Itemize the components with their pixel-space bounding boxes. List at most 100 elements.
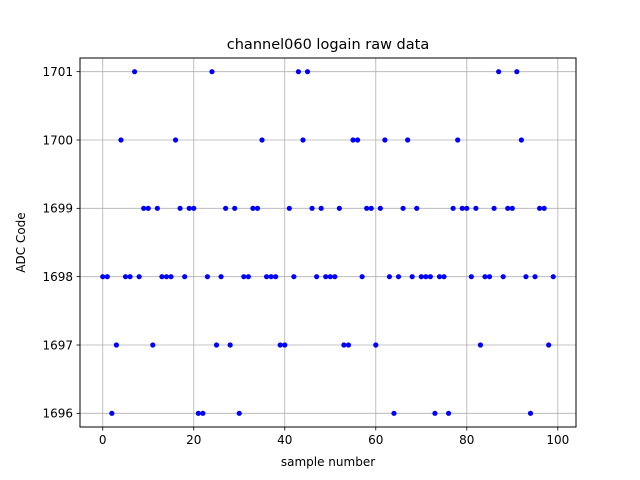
data-point	[104, 274, 110, 280]
data-point	[282, 342, 288, 348]
data-point	[482, 274, 488, 280]
y-tick-label: 1698	[42, 270, 73, 284]
data-points	[100, 69, 556, 416]
data-point	[364, 205, 370, 211]
x-axis-label: sample number	[281, 455, 375, 469]
y-tick-label: 1699	[42, 202, 73, 216]
data-point	[136, 274, 142, 280]
data-point	[100, 274, 106, 280]
plot-frame	[79, 57, 577, 428]
data-point	[464, 205, 470, 211]
data-point	[245, 274, 251, 280]
data-point	[341, 342, 347, 348]
data-point	[541, 205, 547, 211]
data-point	[250, 205, 256, 211]
data-point	[213, 342, 220, 348]
data-point	[314, 274, 320, 280]
data-point	[109, 410, 115, 416]
data-point	[277, 342, 283, 348]
data-point	[373, 342, 379, 348]
data-point	[350, 137, 356, 143]
data-point	[368, 205, 374, 211]
y-tick-label: 1696	[42, 407, 73, 421]
x-tick-label: 0	[99, 433, 107, 447]
data-point	[186, 205, 192, 211]
data-point	[345, 342, 352, 348]
data-point	[259, 137, 265, 143]
data-point	[204, 274, 211, 280]
data-point	[227, 342, 233, 348]
data-point	[118, 137, 124, 143]
data-point	[295, 69, 302, 75]
data-point	[418, 274, 424, 280]
data-point	[441, 274, 447, 280]
data-point	[177, 205, 183, 211]
data-point	[509, 205, 515, 211]
data-point	[450, 205, 456, 211]
data-point	[468, 274, 474, 280]
data-point	[473, 205, 479, 211]
data-point	[327, 274, 333, 280]
data-point	[300, 137, 306, 143]
x-tick-label: 80	[459, 433, 474, 447]
data-point	[377, 205, 383, 211]
data-point	[241, 274, 247, 280]
y-tick-label: 1701	[42, 65, 73, 79]
data-point	[291, 274, 297, 280]
data-point	[191, 205, 197, 211]
data-point	[254, 205, 261, 211]
data-point	[386, 274, 393, 280]
data-point	[427, 274, 433, 280]
y-axis-label: ADC Code	[14, 212, 28, 272]
y-tick-label: 1697	[42, 338, 73, 352]
data-point	[318, 205, 324, 211]
data-point	[496, 69, 502, 75]
data-point	[209, 69, 215, 75]
data-point	[459, 205, 465, 211]
data-point	[132, 69, 138, 75]
data-point	[232, 205, 238, 211]
data-point	[273, 274, 279, 280]
data-point	[423, 274, 429, 280]
data-point	[536, 205, 543, 211]
data-point	[195, 410, 201, 416]
data-point	[359, 274, 365, 280]
data-point	[550, 274, 556, 280]
data-point	[286, 205, 292, 211]
data-point	[200, 410, 206, 416]
data-point	[113, 342, 120, 348]
data-point	[409, 274, 415, 280]
data-point	[263, 274, 270, 280]
data-point	[505, 205, 511, 211]
data-point	[332, 274, 338, 280]
data-point	[309, 205, 315, 211]
data-point	[455, 137, 461, 143]
data-point	[491, 205, 497, 211]
data-point	[154, 205, 160, 211]
data-point	[500, 274, 506, 280]
data-point	[304, 69, 311, 75]
data-point	[182, 274, 188, 280]
x-tick-label: 60	[368, 433, 383, 447]
data-point	[141, 205, 147, 211]
data-point	[168, 274, 174, 280]
data-point	[395, 274, 402, 280]
x-tick-label: 40	[277, 433, 292, 447]
data-point	[159, 274, 165, 280]
data-point	[391, 410, 397, 416]
data-point	[514, 69, 520, 75]
data-point	[486, 274, 493, 280]
data-point	[150, 342, 156, 348]
data-point	[518, 137, 524, 143]
data-point	[546, 342, 552, 348]
data-point	[223, 205, 229, 211]
data-point	[236, 410, 242, 416]
data-point	[400, 205, 406, 211]
data-point	[527, 410, 534, 416]
data-point	[122, 274, 129, 280]
data-point	[354, 137, 361, 143]
data-point	[436, 274, 443, 280]
data-point	[532, 274, 538, 280]
